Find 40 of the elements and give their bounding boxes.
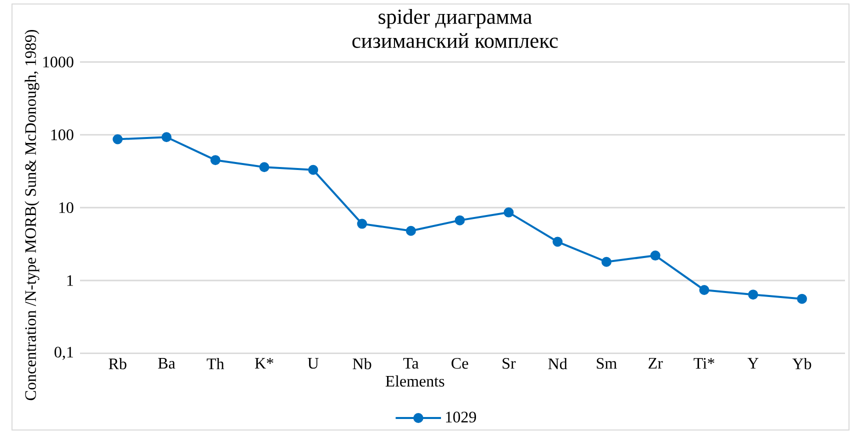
x-axis-title: Elements [386, 375, 444, 387]
point [699, 285, 710, 295]
chart-title: spider диаграмма [378, 8, 532, 28]
y-tick-label: 10 [59, 202, 74, 214]
y-tick-label: 0,1 [54, 346, 74, 360]
point [308, 164, 318, 175]
legend-label: 1029 [446, 412, 476, 422]
x-tick-label: Ti* [694, 358, 714, 369]
point [210, 155, 220, 166]
y-tick-label: 1 [67, 275, 74, 286]
y-tick-label: 1000 [43, 56, 74, 68]
point [552, 236, 563, 247]
x-tick-label: Th [206, 358, 224, 370]
x-tick-label: Sm [596, 358, 617, 369]
y-axis-title: Concentration /N-type MORB( Sun& McDonough, 1989) [24, 30, 40, 400]
x-tick-label: Sr [502, 358, 516, 369]
chart-subtitle: сизиманский комплекс [352, 33, 558, 48]
point [454, 215, 465, 226]
x-tick-label: Yb [792, 358, 812, 370]
x-tick-label: Y [748, 358, 758, 368]
point [162, 132, 172, 142]
point [504, 207, 514, 218]
point [748, 290, 758, 300]
x-tick-label: U [308, 358, 319, 369]
y-tick-label: 100 [51, 129, 74, 140]
point [112, 134, 123, 144]
x-tick-label: Ta [403, 358, 419, 369]
x-tick-label: Ba [158, 358, 176, 369]
point [650, 250, 660, 261]
x-tick-label: Ce [452, 358, 468, 369]
point [601, 256, 612, 267]
point [796, 294, 807, 304]
x-tick-label: Nd [548, 358, 568, 370]
point [357, 218, 368, 229]
point [259, 162, 270, 172]
x-tick-label: Nb [352, 358, 372, 370]
point [406, 226, 416, 236]
x-tick-label: K* [254, 358, 274, 368]
x-tick-label: Zr [648, 358, 663, 368]
x-tick-label: Rb [108, 358, 126, 370]
